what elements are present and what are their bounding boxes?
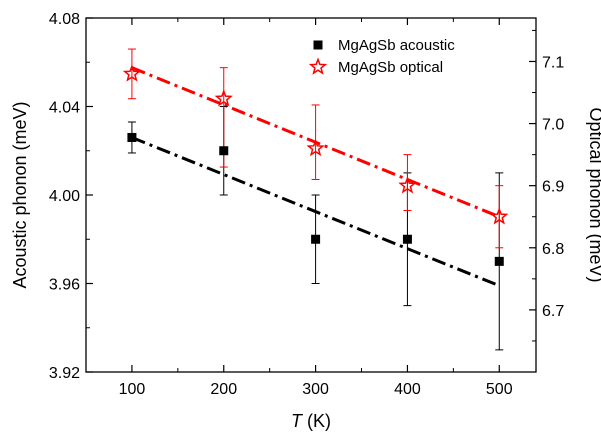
data-points — [122, 64, 509, 266]
x-axis-title: T (K) — [291, 411, 331, 431]
y-left-tick-label: 4.08 — [49, 11, 80, 28]
optical-point — [306, 138, 325, 157]
y-left-tick-label: 4.04 — [49, 100, 80, 117]
legend-label: MgAgSb optical — [338, 59, 443, 76]
optical-point — [214, 89, 233, 107]
y-left-tick-label: 4.00 — [49, 188, 80, 205]
x-tick-label: 300 — [302, 381, 329, 398]
legend-marker-optical — [308, 57, 328, 75]
optical-point — [490, 207, 509, 225]
y-right-tick-label: 6.9 — [542, 179, 564, 196]
x-tick-label: 400 — [394, 381, 421, 398]
y-right-tick-label: 6.7 — [542, 303, 564, 320]
acoustic-point — [402, 234, 412, 244]
x-tick-label: 500 — [486, 381, 513, 398]
x-axis-title-symbol: T — [291, 411, 304, 431]
optical-point — [122, 64, 142, 82]
legend-marker-acoustic — [313, 40, 323, 50]
y-right-tick-label: 7.1 — [542, 54, 564, 71]
y-left-tick-label: 3.92 — [49, 365, 80, 382]
plot-frame — [85, 17, 537, 373]
error-bars — [127, 48, 504, 351]
y-right-tick-label: 7.0 — [542, 117, 564, 134]
y-right-tick-label: 6.8 — [542, 241, 564, 258]
acoustic-point — [494, 256, 504, 266]
x-tick-label: 100 — [119, 381, 146, 398]
y-left-axis-title: Acoustic phonon (meV) — [10, 101, 30, 288]
optical-point — [398, 176, 417, 194]
y-left-tick-label: 3.96 — [49, 277, 80, 294]
acoustic-point — [311, 234, 321, 244]
legend-label: MgAgSb acoustic — [338, 37, 455, 54]
axis-ticks — [85, 17, 536, 373]
tick-labels: 100 200 300 400 500 3.92 3.96 4.00 4.04 4.08 6.7 6.… — [49, 11, 564, 398]
acoustic-point — [127, 132, 137, 142]
legend: MgAgSb acoustic MgAgSb optical — [308, 37, 455, 76]
x-axis-title-unit: (K) — [302, 411, 331, 431]
y-right-axis-title: Optical phonon (meV) — [586, 107, 601, 282]
x-tick-label: 200 — [210, 381, 237, 398]
acoustic-point — [219, 146, 229, 156]
